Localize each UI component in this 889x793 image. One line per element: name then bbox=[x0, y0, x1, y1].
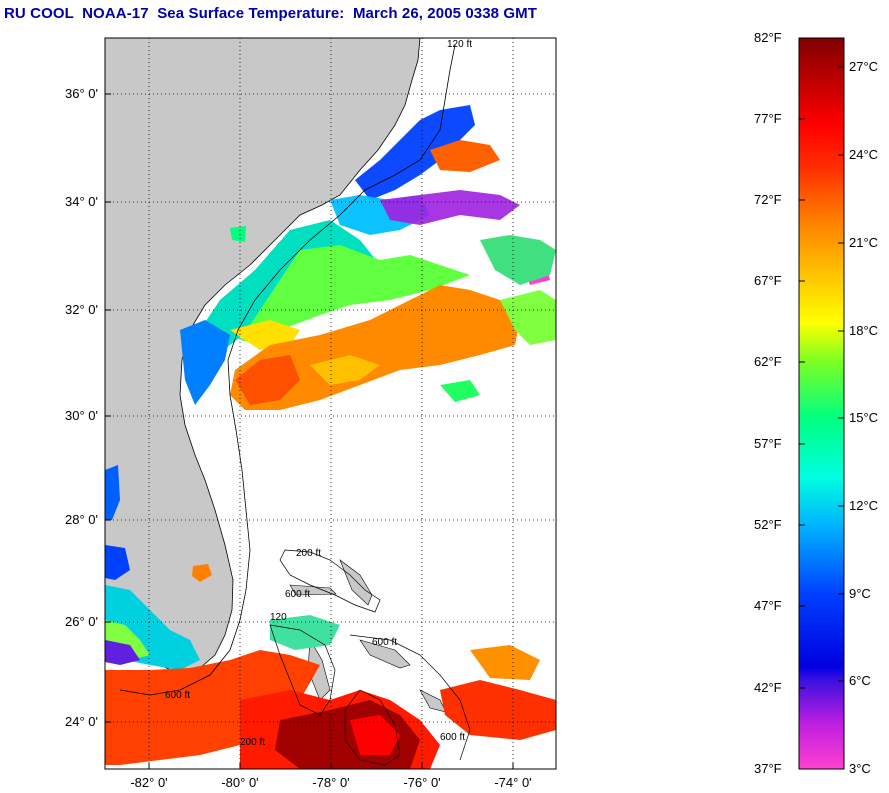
isobath-contour bbox=[269, 624, 336, 716]
lon-label: -82° 0' bbox=[130, 775, 168, 790]
colorbar-f-label: 72°F bbox=[754, 192, 782, 207]
sst-patch-cold-nc bbox=[355, 105, 475, 200]
lat-label: 32° 0' bbox=[65, 302, 98, 317]
land-mass bbox=[105, 38, 421, 673]
colorbar bbox=[798, 37, 845, 770]
lon-label: -74° 0' bbox=[494, 775, 532, 790]
map-frame bbox=[104, 37, 557, 770]
isobath-contour bbox=[349, 634, 471, 761]
colorbar-ticks bbox=[799, 37, 844, 689]
isobath-label: 200 ft bbox=[240, 737, 265, 748]
colorbar-c-label: 24°C bbox=[849, 147, 879, 162]
colorbar-f-label: 57°F bbox=[754, 436, 782, 451]
sst-patch-gulfstream-red bbox=[235, 355, 300, 405]
map-ticks bbox=[105, 93, 514, 769]
isobath-contour bbox=[119, 44, 456, 696]
island bbox=[359, 639, 411, 669]
isobath-label: 600 ft bbox=[372, 637, 397, 648]
sst-patch-east-green2 bbox=[480, 235, 556, 285]
sst-patch-shelf-blue bbox=[180, 320, 230, 405]
colorbar-f-label: 42°F bbox=[754, 680, 782, 695]
colorbar-c-label: 6°C bbox=[849, 673, 871, 688]
isobath-label: 600 ft bbox=[165, 690, 190, 701]
lat-label: 24° 0' bbox=[65, 714, 98, 729]
isobath-label: 120 bbox=[270, 612, 287, 623]
isobath-contour bbox=[279, 549, 381, 613]
isobath-label: 200 ft bbox=[296, 548, 321, 559]
colorbar-c-label: 3°C bbox=[849, 761, 871, 776]
sst-patch-east-green bbox=[500, 290, 556, 345]
colorbar-f-label: 62°F bbox=[754, 354, 782, 369]
sst-patch-bahamas-green bbox=[270, 615, 340, 650]
colorbar-c-label: 21°C bbox=[849, 235, 879, 250]
sst-patch-small1 bbox=[230, 226, 246, 242]
isobath-label: 600 ft bbox=[285, 589, 310, 600]
lat-label: 28° 0' bbox=[65, 512, 98, 527]
island bbox=[339, 559, 373, 606]
sst-patch-gulfstream bbox=[230, 285, 520, 410]
sst-patch-keys-red bbox=[105, 650, 320, 765]
colorbar-f-label: 82°F bbox=[754, 30, 782, 45]
lat-label: 36° 0' bbox=[65, 86, 98, 101]
colorbar-f-label: 77°F bbox=[754, 111, 782, 126]
sst-patch-east-orange bbox=[470, 645, 540, 680]
isobath-contour bbox=[344, 689, 401, 766]
isobath-label: 600 ft bbox=[440, 732, 465, 743]
sst-patch-orange-nc bbox=[430, 140, 500, 172]
sst-patch-fl-east bbox=[105, 465, 120, 520]
sst-patch-shelf-green bbox=[240, 245, 470, 345]
sst-patch-fl-east2 bbox=[105, 545, 130, 580]
colorbar-f-label: 37°F bbox=[754, 761, 782, 776]
sst-patch-gulfstream-yellow bbox=[310, 355, 380, 385]
colorbar-c-label: 27°C bbox=[849, 59, 879, 74]
isobath-label: 120 ft bbox=[447, 39, 472, 50]
sst-patch-gulf-purple bbox=[105, 640, 140, 665]
sst-patch-east-red bbox=[440, 680, 556, 740]
map-title: RU COOL NOAA-17 Sea Surface Temperature:… bbox=[4, 5, 538, 22]
lat-label: 26° 0' bbox=[65, 614, 98, 629]
colorbar-c-label: 18°C bbox=[849, 323, 879, 338]
island bbox=[289, 584, 337, 596]
colorbar-f-label: 52°F bbox=[754, 517, 782, 532]
colorbar-f-label: 47°F bbox=[754, 598, 782, 613]
lon-label: -80° 0' bbox=[221, 775, 259, 790]
colorbar-f-label: 67°F bbox=[754, 273, 782, 288]
sst-patch-small2 bbox=[440, 380, 480, 402]
lon-label: -76° 0' bbox=[403, 775, 441, 790]
lat-label: 30° 0' bbox=[65, 408, 98, 423]
colorbar-c-label: 12°C bbox=[849, 498, 879, 513]
sst-patch-purple bbox=[380, 190, 520, 225]
lat-label: 34° 0' bbox=[65, 194, 98, 209]
sst-patch-brightred bbox=[350, 715, 400, 755]
sst-patch-lake-okee bbox=[192, 564, 212, 582]
colorbar-c-label: 15°C bbox=[849, 410, 879, 425]
lon-label: -78° 0' bbox=[312, 775, 350, 790]
colorbar-c-label: 9°C bbox=[849, 586, 871, 601]
